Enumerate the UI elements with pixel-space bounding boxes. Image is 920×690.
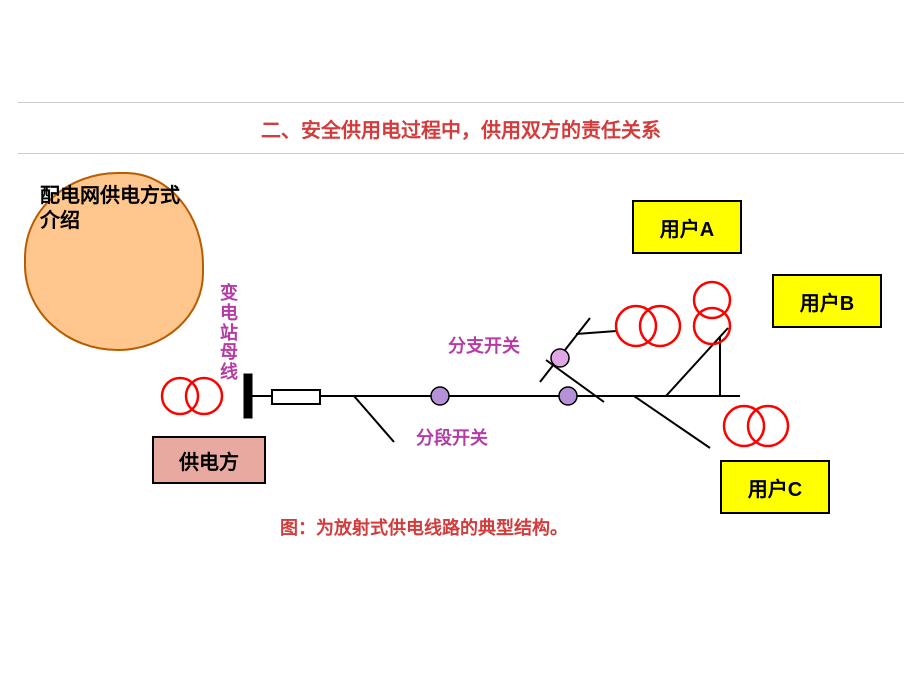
busbar-label: 变电站母线	[220, 284, 238, 383]
user-c-label: 用户C	[748, 473, 802, 502]
user-b-box: 用户B	[772, 274, 882, 328]
user-c-box: 用户C	[720, 460, 830, 514]
branch-switch-label: 分支开关	[448, 332, 520, 358]
supplier-label: 供电方	[179, 446, 239, 475]
section-switch-label: 分段开关	[416, 424, 488, 450]
user-a-label: 用户A	[660, 213, 714, 242]
figure-caption: 图：为放射式供电线路的典型结构。	[280, 514, 568, 540]
user-a-box: 用户A	[632, 200, 742, 254]
supplier-box: 供电方	[152, 436, 266, 484]
user-b-label: 用户B	[800, 287, 854, 316]
